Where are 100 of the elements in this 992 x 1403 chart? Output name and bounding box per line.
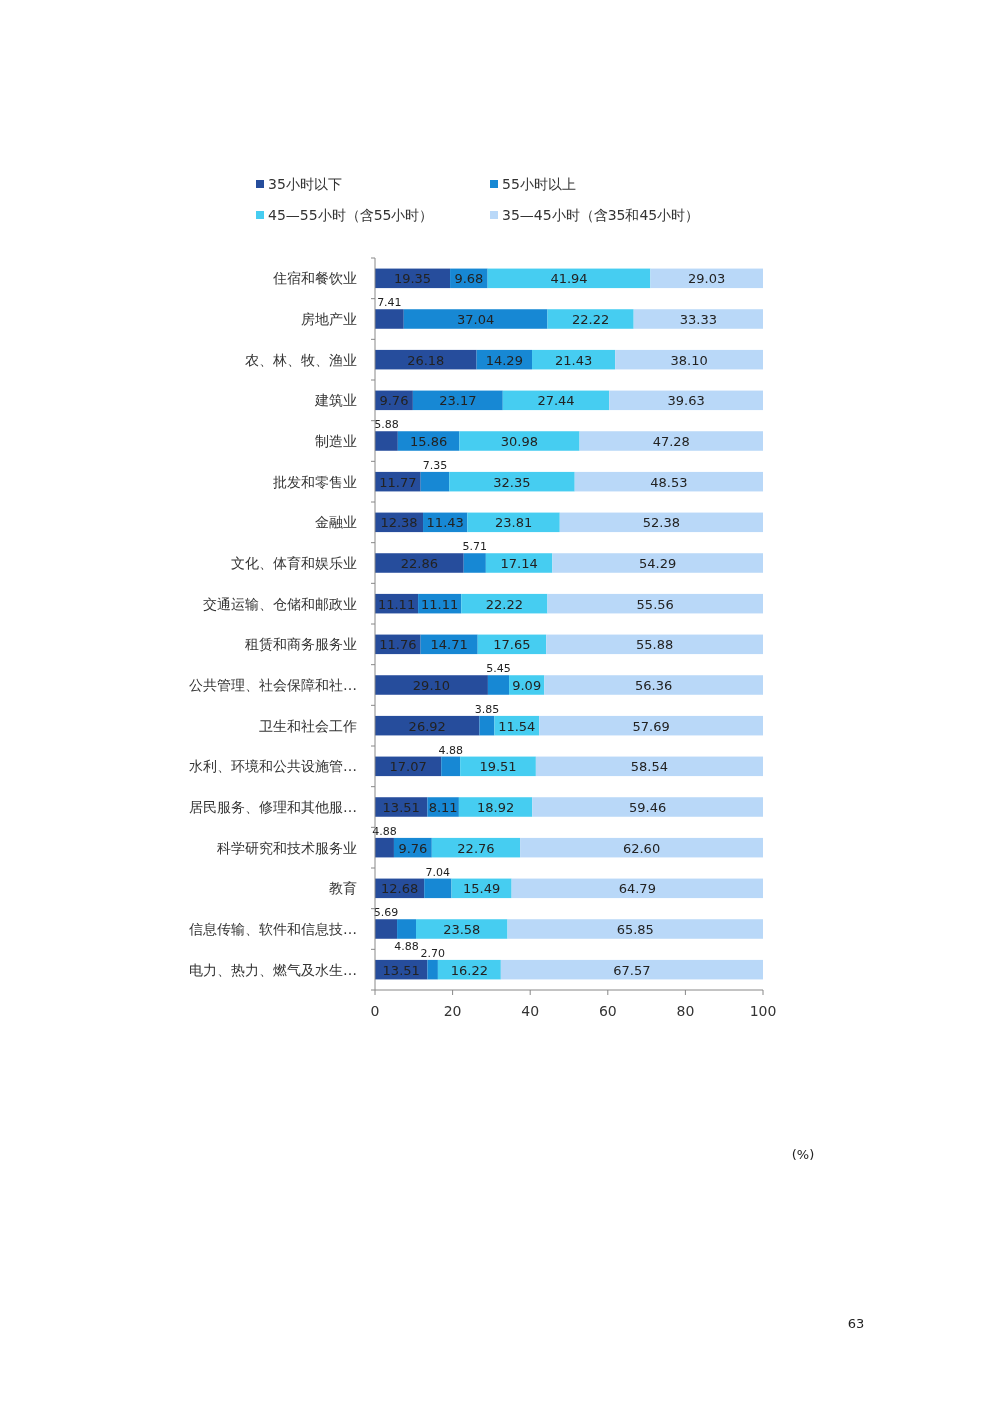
data-label: 19.51 [479,759,517,775]
data-label: 29.03 [688,271,726,287]
data-label: 4.88 [438,743,463,757]
bar [416,919,508,939]
data-label: 67.57 [613,962,651,978]
data-label: 37.04 [457,312,495,327]
data-label: 13.51 [382,962,420,978]
data-label: 47.28 [652,434,690,449]
data-label: 55.56 [636,596,674,612]
bar [485,553,553,573]
data-label: 7.04 [425,865,451,879]
data-label: 5.45 [486,662,511,676]
data-label: 14.29 [485,352,523,368]
bar [547,593,763,614]
data-label: 23.81 [494,515,533,531]
data-label: 11.77 [379,474,417,490]
bar [412,390,503,411]
data-label: 29.10 [412,678,451,693]
bar [487,268,651,289]
y-tick-label: 住宿和餐饮业 [272,270,357,287]
x-tick-label: 100 [749,1003,777,1019]
data-label: 15.86 [409,434,448,449]
data-label: 54.29 [639,556,677,571]
y-tick-label: 金融业 [315,514,357,531]
data-label: 7.35 [422,458,448,472]
data-label: 9.76 [379,393,409,409]
data-label: 62.60 [622,840,661,856]
legend-label: 45—55小时（含55小时） [268,207,434,223]
data-label: 11.54 [498,718,536,734]
y-tick-label: 水利、环境和公共设施管… [189,758,357,775]
data-label: 23.58 [443,922,481,937]
data-label: 2.70 [420,946,445,960]
bar [479,715,495,736]
data-label: 12.68 [380,881,419,897]
data-label: 65.85 [616,922,654,937]
data-label: 19.35 [393,271,432,287]
data-label: 23.17 [439,393,477,409]
bar [552,553,763,573]
y-tick-label: 科学研究和技术服务业 [217,839,357,856]
bar [463,553,486,573]
data-label: 32.35 [493,474,531,490]
data-label: 9.09 [512,678,542,693]
data-label: 58.54 [630,759,669,775]
data-label: 22.86 [400,556,438,571]
data-label: 17.14 [500,556,538,571]
bar [449,471,575,492]
data-label: 33.33 [679,312,717,327]
y-tick-label: 制造业 [315,433,357,449]
data-label: 12.38 [380,515,418,531]
x-tick-label: 20 [443,1003,462,1019]
data-label: 7.41 [377,296,402,310]
bar [487,675,510,695]
bar [424,878,452,899]
data-label: 3.85 [474,702,500,716]
data-label: 56.36 [635,678,673,693]
data-label: 21.43 [554,352,593,368]
data-label: 55.88 [635,637,674,653]
bar [520,837,763,858]
data-label: 4.88 [394,939,419,953]
bar [427,959,438,980]
bar [441,756,461,777]
data-label: 39.63 [667,393,705,409]
bar [502,390,610,411]
bar [574,471,763,492]
bar [397,919,417,939]
data-label: 9.68 [454,271,484,287]
data-label: 11.76 [379,637,417,653]
bar [633,309,763,329]
data-label: 26.92 [408,718,446,734]
data-label: 13.51 [382,800,420,815]
legend-label: 55小时以上 [502,176,576,192]
y-tick-label: 教育 [329,880,357,897]
data-label: 18.92 [476,800,515,815]
bar [539,715,763,736]
bar [375,553,464,573]
data-label: 9.76 [398,840,428,856]
text: (%) [791,1147,815,1162]
y-tick-label: 电力、热力、燃气及水生… [189,961,357,978]
data-label: 11.11 [421,596,459,612]
data-label: 11.43 [426,515,464,531]
data-label: 16.22 [450,962,488,978]
bar [615,349,763,370]
data-label: 15.49 [462,881,501,897]
bar [458,797,533,817]
bar [546,634,763,655]
bar [579,431,763,451]
y-tick-label: 建筑业 [314,392,357,409]
y-tick-label: 农、林、牧、渔业 [245,351,357,368]
data-label: 22.76 [457,840,495,856]
data-label: 11.11 [377,596,416,612]
y-tick-label: 卫生和社会工作 [259,717,357,734]
data-label: 41.94 [550,271,588,287]
data-label: 26.18 [407,352,445,368]
legend-label: 35小时以下 [268,176,342,192]
bar [547,309,634,329]
data-label: 22.22 [571,312,610,327]
data-label: 38.10 [670,352,708,368]
bar [375,837,394,858]
data-label: 5.69 [373,906,399,920]
data-label: 27.44 [537,393,575,409]
